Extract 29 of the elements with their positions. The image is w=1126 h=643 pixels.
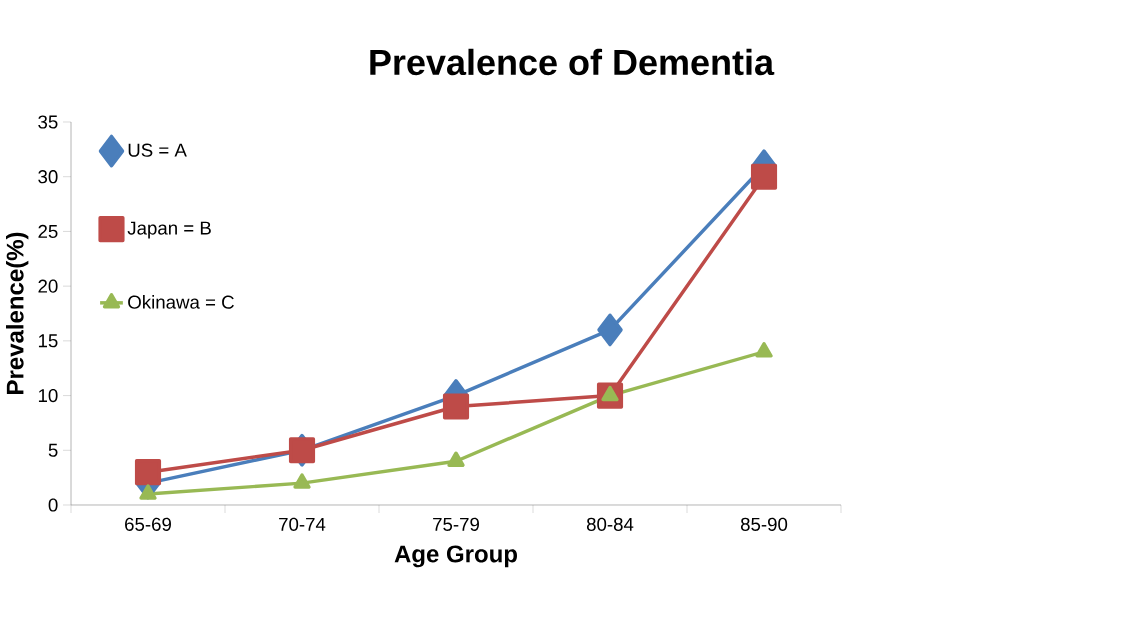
y-tick-label: 5 (48, 443, 58, 457)
point (134, 459, 162, 486)
legend-label: Japan = B (127, 221, 211, 239)
point (755, 342, 773, 358)
point (293, 473, 311, 489)
point (288, 437, 316, 464)
y-tick-label: 0 (48, 498, 58, 512)
point (597, 313, 623, 347)
y-tick-label: 20 (38, 279, 58, 293)
x-tick-label: 85-90 (740, 517, 788, 531)
x-tick-label: 70-74 (279, 517, 326, 531)
point (139, 484, 157, 500)
point (601, 385, 619, 402)
y-axis-title: Prevalence(%) (6, 232, 29, 394)
chart-title: Prevalence of Dementia (370, 48, 775, 76)
point (442, 393, 470, 420)
y-tick-label: 10 (38, 388, 58, 403)
x-tick-label: 75-79 (433, 517, 479, 531)
point (750, 163, 778, 190)
point (447, 451, 465, 467)
x-axis-title: Age Group (394, 545, 518, 568)
x-tick-label: 65-69 (125, 517, 171, 531)
legend-label: US = A (128, 143, 187, 157)
y-tick-label: 25 (38, 224, 58, 239)
x-tick-label: 80-84 (586, 517, 634, 531)
y-tick-label: 30 (38, 170, 58, 184)
legend-label: Okinawa = C (128, 295, 234, 309)
y-tick-label: 35 (38, 115, 58, 129)
y-tick-label: 15 (38, 334, 58, 348)
